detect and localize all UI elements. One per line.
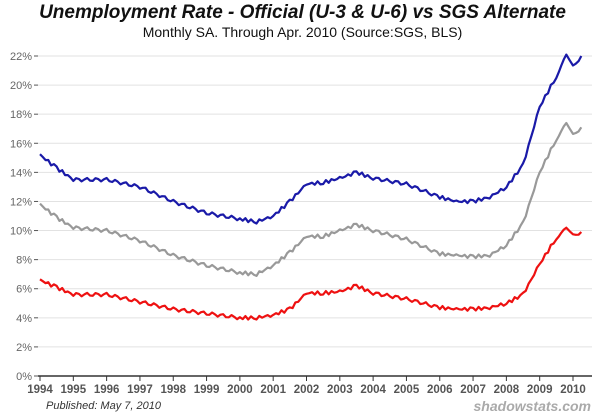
x-tick-label: 1994 — [27, 384, 53, 396]
y-tick-label: 2% — [16, 342, 32, 354]
x-tick-label: 2003 — [327, 384, 353, 396]
y-tick-label: 8% — [16, 255, 32, 267]
x-tick-label: 2004 — [360, 384, 386, 396]
y-tick-label: 6% — [16, 284, 32, 296]
y-tick-label: 14% — [10, 167, 32, 179]
y-tick-label: 20% — [10, 80, 32, 92]
x-tick-label: 1997 — [127, 384, 153, 396]
y-tick-label: 10% — [10, 226, 32, 238]
x-tick-label: 2000 — [227, 384, 253, 396]
x-tick-label: 2006 — [427, 384, 453, 396]
y-tick-label: 0% — [16, 371, 32, 383]
y-tick-label: 16% — [10, 138, 32, 150]
y-tick-label: 22% — [10, 51, 32, 63]
x-tick-label: 2007 — [460, 384, 486, 396]
x-tick-label: 2009 — [527, 384, 553, 396]
series-line-u-6 — [39, 121, 583, 277]
x-tick-label: 1995 — [61, 384, 87, 396]
x-tick-label: 2010 — [560, 384, 586, 396]
published-date: Published: May 7, 2010 — [46, 400, 161, 412]
chart-subtitle: Monthly SA. Through Apr. 2010 (Source:SG… — [142, 24, 463, 40]
x-tick-label: 2005 — [394, 384, 420, 396]
x-tick-label: 2008 — [494, 384, 520, 396]
y-tick-label: 12% — [10, 196, 32, 208]
series-line-u-3 — [39, 226, 583, 321]
x-tick-label: 2002 — [294, 384, 320, 396]
x-tick-label: 1996 — [94, 384, 120, 396]
x-tick-label: 2001 — [260, 384, 286, 396]
series-line-sgs-alternate — [39, 53, 583, 225]
y-tick-label: 4% — [16, 313, 32, 325]
x-tick-label: 1998 — [160, 384, 186, 396]
brand-watermark: shadowstats.com — [473, 398, 591, 414]
y-tick-label: 18% — [10, 109, 32, 121]
x-tick-label: 1999 — [194, 384, 220, 396]
chart-title: Unemployment Rate - Official (U-3 & U-6)… — [39, 2, 566, 23]
